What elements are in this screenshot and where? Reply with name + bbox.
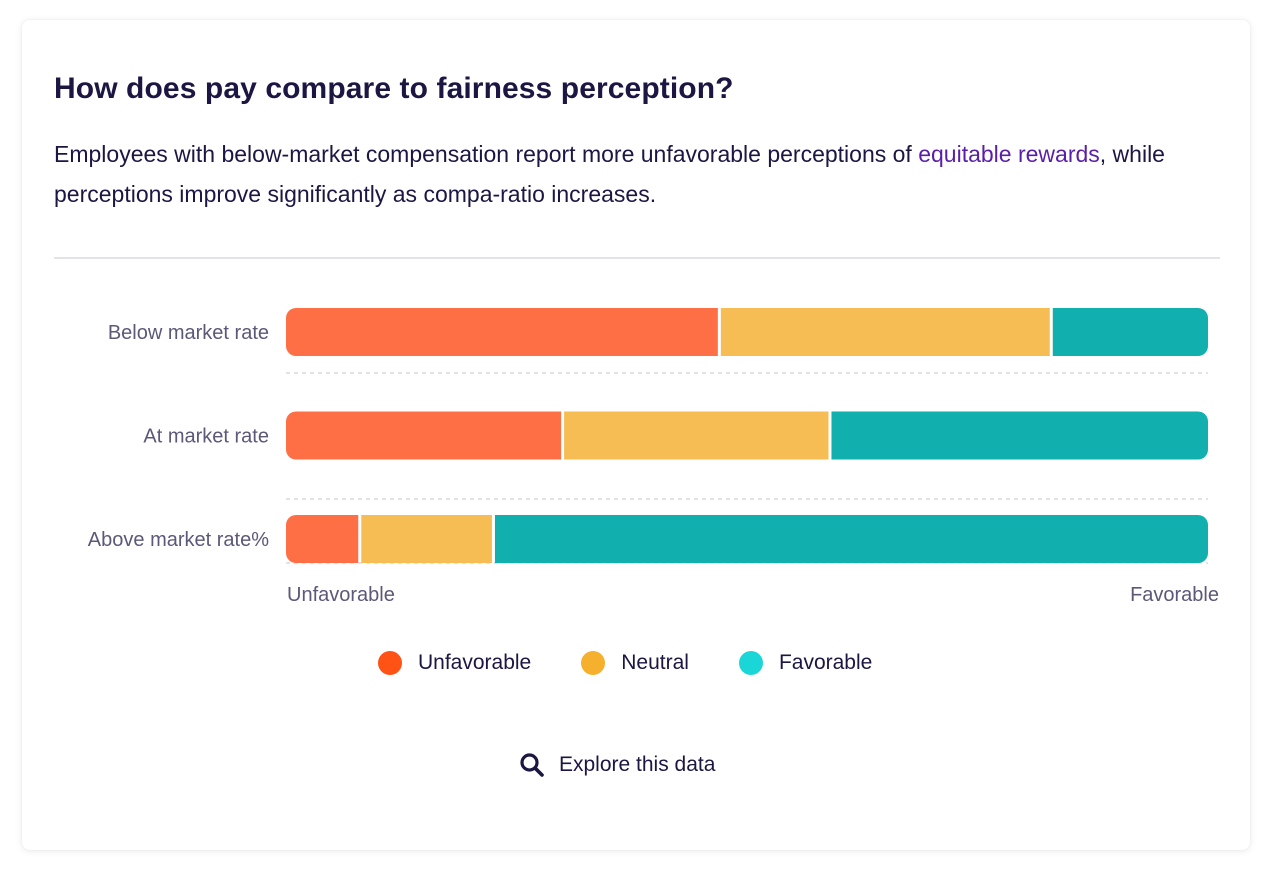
bar-segment-favorable-2[interactable]	[494, 515, 1208, 563]
bar-segment-favorable-1[interactable]	[831, 411, 1208, 460]
legend-swatch-unfavorable	[378, 651, 402, 675]
bar-segment-neutral-2[interactable]	[361, 515, 492, 563]
legend-label-favorable: Favorable	[778, 651, 873, 674]
bar-segment-neutral-1[interactable]	[564, 411, 829, 460]
bar-row-1	[286, 411, 1208, 460]
description-text-after: , while perceptions improve significantl…	[54, 141, 1165, 207]
search-icon	[520, 753, 544, 777]
bar-segment-unfavorable-2[interactable]	[286, 515, 359, 563]
chart-title: How does pay compare to fairness percept…	[54, 72, 734, 105]
legend-swatch-neutral	[581, 651, 606, 675]
category-label-0: Below market rate	[108, 322, 269, 344]
legend-swatch-favorable	[738, 651, 763, 675]
equitable-rewards-link[interactable]: equitable rewards	[918, 141, 1100, 167]
legend-item-favorable[interactable]: Favorable	[738, 651, 873, 675]
description-text-before: Employees with below-market compensation…	[54, 141, 919, 167]
chart-legend: Unfavorable Neutral Favorable	[378, 650, 922, 676]
explore-data-button[interactable]: Explore this data	[519, 752, 715, 778]
legend-label-unfavorable: Unfavorable	[418, 651, 532, 674]
axis-label-right: Favorable	[1130, 584, 1219, 606]
stacked-bar-chart: Below market rate At market rate Above mar…	[88, 308, 1219, 606]
legend-item-neutral[interactable]: Neutral	[581, 651, 689, 675]
chart-card: How does pay compare to fairness percept…	[22, 20, 1250, 850]
divider	[54, 257, 1220, 259]
explore-data-label: Explore this data	[559, 753, 716, 776]
category-label-1: At market rate	[143, 426, 269, 448]
bar-row-0	[286, 308, 1208, 356]
category-label-2: Above market rate%	[88, 529, 269, 551]
legend-label-neutral: Neutral	[621, 651, 689, 674]
axis-label-left: Unfavorable	[287, 584, 395, 606]
bar-segment-neutral-0[interactable]	[720, 308, 1050, 356]
bar-segment-unfavorable-0[interactable]	[286, 308, 718, 356]
bar-segment-unfavorable-1[interactable]	[286, 411, 562, 460]
bar-row-2	[286, 515, 1208, 563]
chart-description: Employees with below-market compensation…	[54, 134, 1204, 214]
bar-segment-favorable-0[interactable]	[1052, 308, 1208, 356]
legend-item-unfavorable[interactable]: Unfavorable	[378, 651, 531, 675]
